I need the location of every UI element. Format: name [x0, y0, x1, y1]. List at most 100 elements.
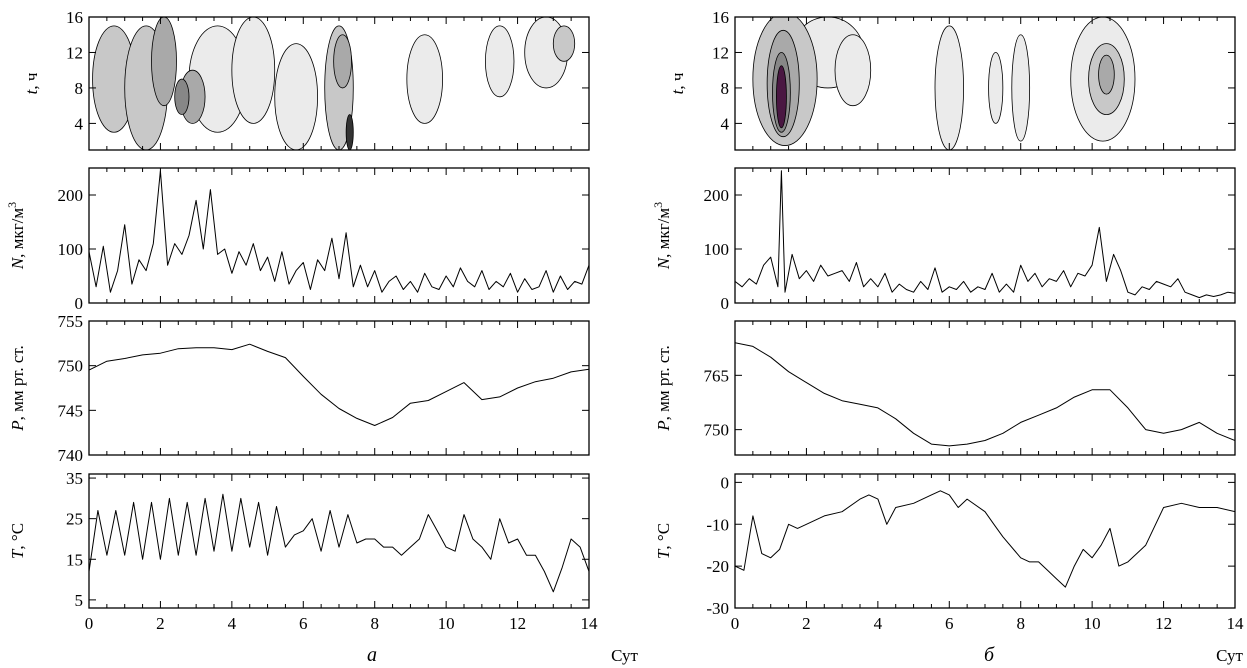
- b-T-xtick-label: 4: [874, 614, 883, 633]
- a-contour-contour-blob-9: [333, 34, 352, 89]
- b-P-ytick-label: 765: [704, 366, 730, 385]
- a-P-panel: 740 745 750 755 P, мм рт. ст.: [8, 312, 590, 465]
- a-T-xtick-label: 12: [509, 614, 526, 633]
- a-T-panel: 0 2 4 6 8 10 12 14 5 15 25 35 T, °C: [8, 469, 598, 633]
- b-P-ylabel-variable: P: [654, 420, 673, 431]
- b-contour-contour-blob-5: [834, 34, 872, 107]
- a-N-ytick-label: 0: [75, 294, 84, 313]
- b-N-ytick-label: 200: [704, 186, 730, 205]
- b-contour-panel: 4 8 12 16 t, ч: [668, 8, 1236, 151]
- b-T-ytick-label: -20: [706, 557, 729, 576]
- a-N-panel: 0 100 200 N, мкг/м3: [5, 167, 590, 313]
- b-T-ylabel-variable: T: [654, 548, 673, 559]
- a-contour-contours: [92, 17, 576, 150]
- b-T-xtick-label: 14: [1227, 614, 1245, 633]
- b-N-panel: 0 100 200 N, мкг/м3: [651, 167, 1236, 313]
- b-contour-contour-blob-11: [1098, 54, 1115, 95]
- a-T-ylabel-variable: T: [8, 548, 27, 559]
- a-N-series-line: [89, 170, 589, 293]
- a-T-ylabel-unit: , °C: [8, 523, 27, 550]
- a-contour-contour-blob-6: [231, 17, 276, 124]
- b-contour-ytick-label: 12: [712, 43, 729, 62]
- a-contour-ylabel-unit: , ч: [22, 72, 41, 90]
- a-T-ylabel: T, °C: [8, 523, 27, 559]
- b-contour-contour-blob-7: [988, 52, 1004, 124]
- b-T-series-line: [735, 490, 1235, 588]
- a-T-xtick-label: 4: [228, 614, 237, 633]
- x-unit-label-a: Сут: [611, 646, 638, 665]
- a-N-ylabel-variable: N: [8, 256, 27, 270]
- b-N-ylabel-superscript: 3: [651, 202, 665, 208]
- b-P-ylabel: P, мм рт. ст.: [654, 345, 673, 432]
- b-contour-ytick-label: 16: [712, 8, 729, 27]
- a-contour-ytick-label: 8: [75, 79, 84, 98]
- a-N-ytick-label: 200: [58, 186, 84, 205]
- b-P-series-line: [735, 342, 1235, 447]
- a-contour-contour-blob-12: [485, 25, 515, 98]
- a-N-ylabel-unit: , мкг/м: [8, 208, 27, 258]
- a-P-series-line: [89, 343, 589, 426]
- b-T-xtick-label: 12: [1155, 614, 1172, 633]
- a-N-ylabel-superscript: 3: [5, 202, 19, 208]
- a-P-ytick-label: 740: [58, 446, 84, 465]
- a-T-ytick-label: 35: [66, 469, 83, 488]
- b-contour-ytick-label: 4: [721, 114, 730, 133]
- b-contour-contours: [752, 17, 1136, 150]
- b-contour-contour-blob-8: [1011, 34, 1031, 142]
- a-contour-contour-blob-4: [174, 78, 190, 115]
- b-contour-ytick-label: 8: [721, 79, 730, 98]
- b-P-frame: [734, 320, 1236, 456]
- a-T-xtick-label: 10: [438, 614, 455, 633]
- b-P-panel: 750 765 P, мм рт. ст.: [654, 320, 1236, 456]
- b-N-ylabel-unit: , мкг/м: [654, 208, 673, 258]
- a-contour-contour-blob-10: [345, 114, 354, 150]
- b-T-xtick-label: 2: [802, 614, 811, 633]
- column-a: 4 8 12 16 t, ч 0 100 200 N, мкг/м3 740 745 750 755 P,…: [5, 8, 598, 633]
- b-T-xtick-label: 10: [1084, 614, 1101, 633]
- b-N-ylabel-variable: N: [654, 256, 673, 270]
- a-contour-ytick-label: 4: [75, 114, 84, 133]
- panel-letter-b: б: [984, 644, 995, 666]
- a-contour-contour-blob-2: [151, 17, 177, 107]
- b-T-panel: 0 2 4 6 8 10 12 14 -30 -20 -10 0 T, °C: [654, 473, 1244, 633]
- b-N-ytick-label: 100: [704, 240, 730, 259]
- b-T-ytick-label: -10: [706, 515, 729, 534]
- panel-letter-a: a: [367, 644, 377, 666]
- a-contour-panel: 4 8 12 16 t, ч: [22, 8, 590, 151]
- b-T-xtick-label: 6: [945, 614, 954, 633]
- a-T-xtick-label: 2: [156, 614, 165, 633]
- a-P-ytick-label: 750: [58, 357, 84, 376]
- b-contour-contour-blob-6: [934, 25, 964, 150]
- b-N-ylabel: N, мкг/м3: [651, 202, 673, 270]
- a-P-ytick-label: 745: [58, 401, 84, 420]
- b-N-series-line: [735, 170, 1235, 299]
- a-contour-ytick-label: 16: [66, 8, 83, 27]
- a-T-xtick-label: 14: [581, 614, 599, 633]
- b-T-xtick-label: 0: [731, 614, 740, 633]
- a-contour-ylabel-variable: t: [22, 88, 41, 94]
- a-T-series-line: [89, 493, 589, 593]
- b-contour-ylabel-unit: , ч: [668, 72, 687, 90]
- a-P-ylabel-variable: P: [8, 420, 27, 431]
- a-contour-contour-blob-14: [552, 25, 576, 62]
- b-T-ylabel: T, °C: [654, 523, 673, 559]
- a-P-ytick-label: 755: [58, 312, 84, 331]
- a-T-ytick-label: 5: [75, 591, 84, 610]
- b-T-ylabel-unit: , °C: [654, 523, 673, 550]
- a-contour-ylabel: t, ч: [22, 72, 41, 94]
- b-contour-contour-blob-3: [776, 65, 787, 129]
- a-T-ytick-label: 15: [66, 550, 83, 569]
- a-contour-contour-blob-7: [274, 43, 318, 150]
- a-T-ytick-label: 25: [66, 510, 83, 529]
- b-contour-ylabel: t, ч: [668, 72, 687, 94]
- a-contour-ytick-label: 12: [66, 43, 83, 62]
- b-P-ylabel-unit: , мм рт. ст.: [654, 345, 673, 420]
- a-N-ytick-label: 100: [58, 240, 84, 259]
- a-contour-contour-blob-11: [406, 34, 443, 124]
- x-unit-label-b: Сут: [1216, 646, 1243, 665]
- b-T-ytick-label: 0: [721, 473, 730, 492]
- b-T-frame: [734, 473, 1236, 609]
- a-P-ylabel-unit: , мм рт. ст.: [8, 345, 27, 420]
